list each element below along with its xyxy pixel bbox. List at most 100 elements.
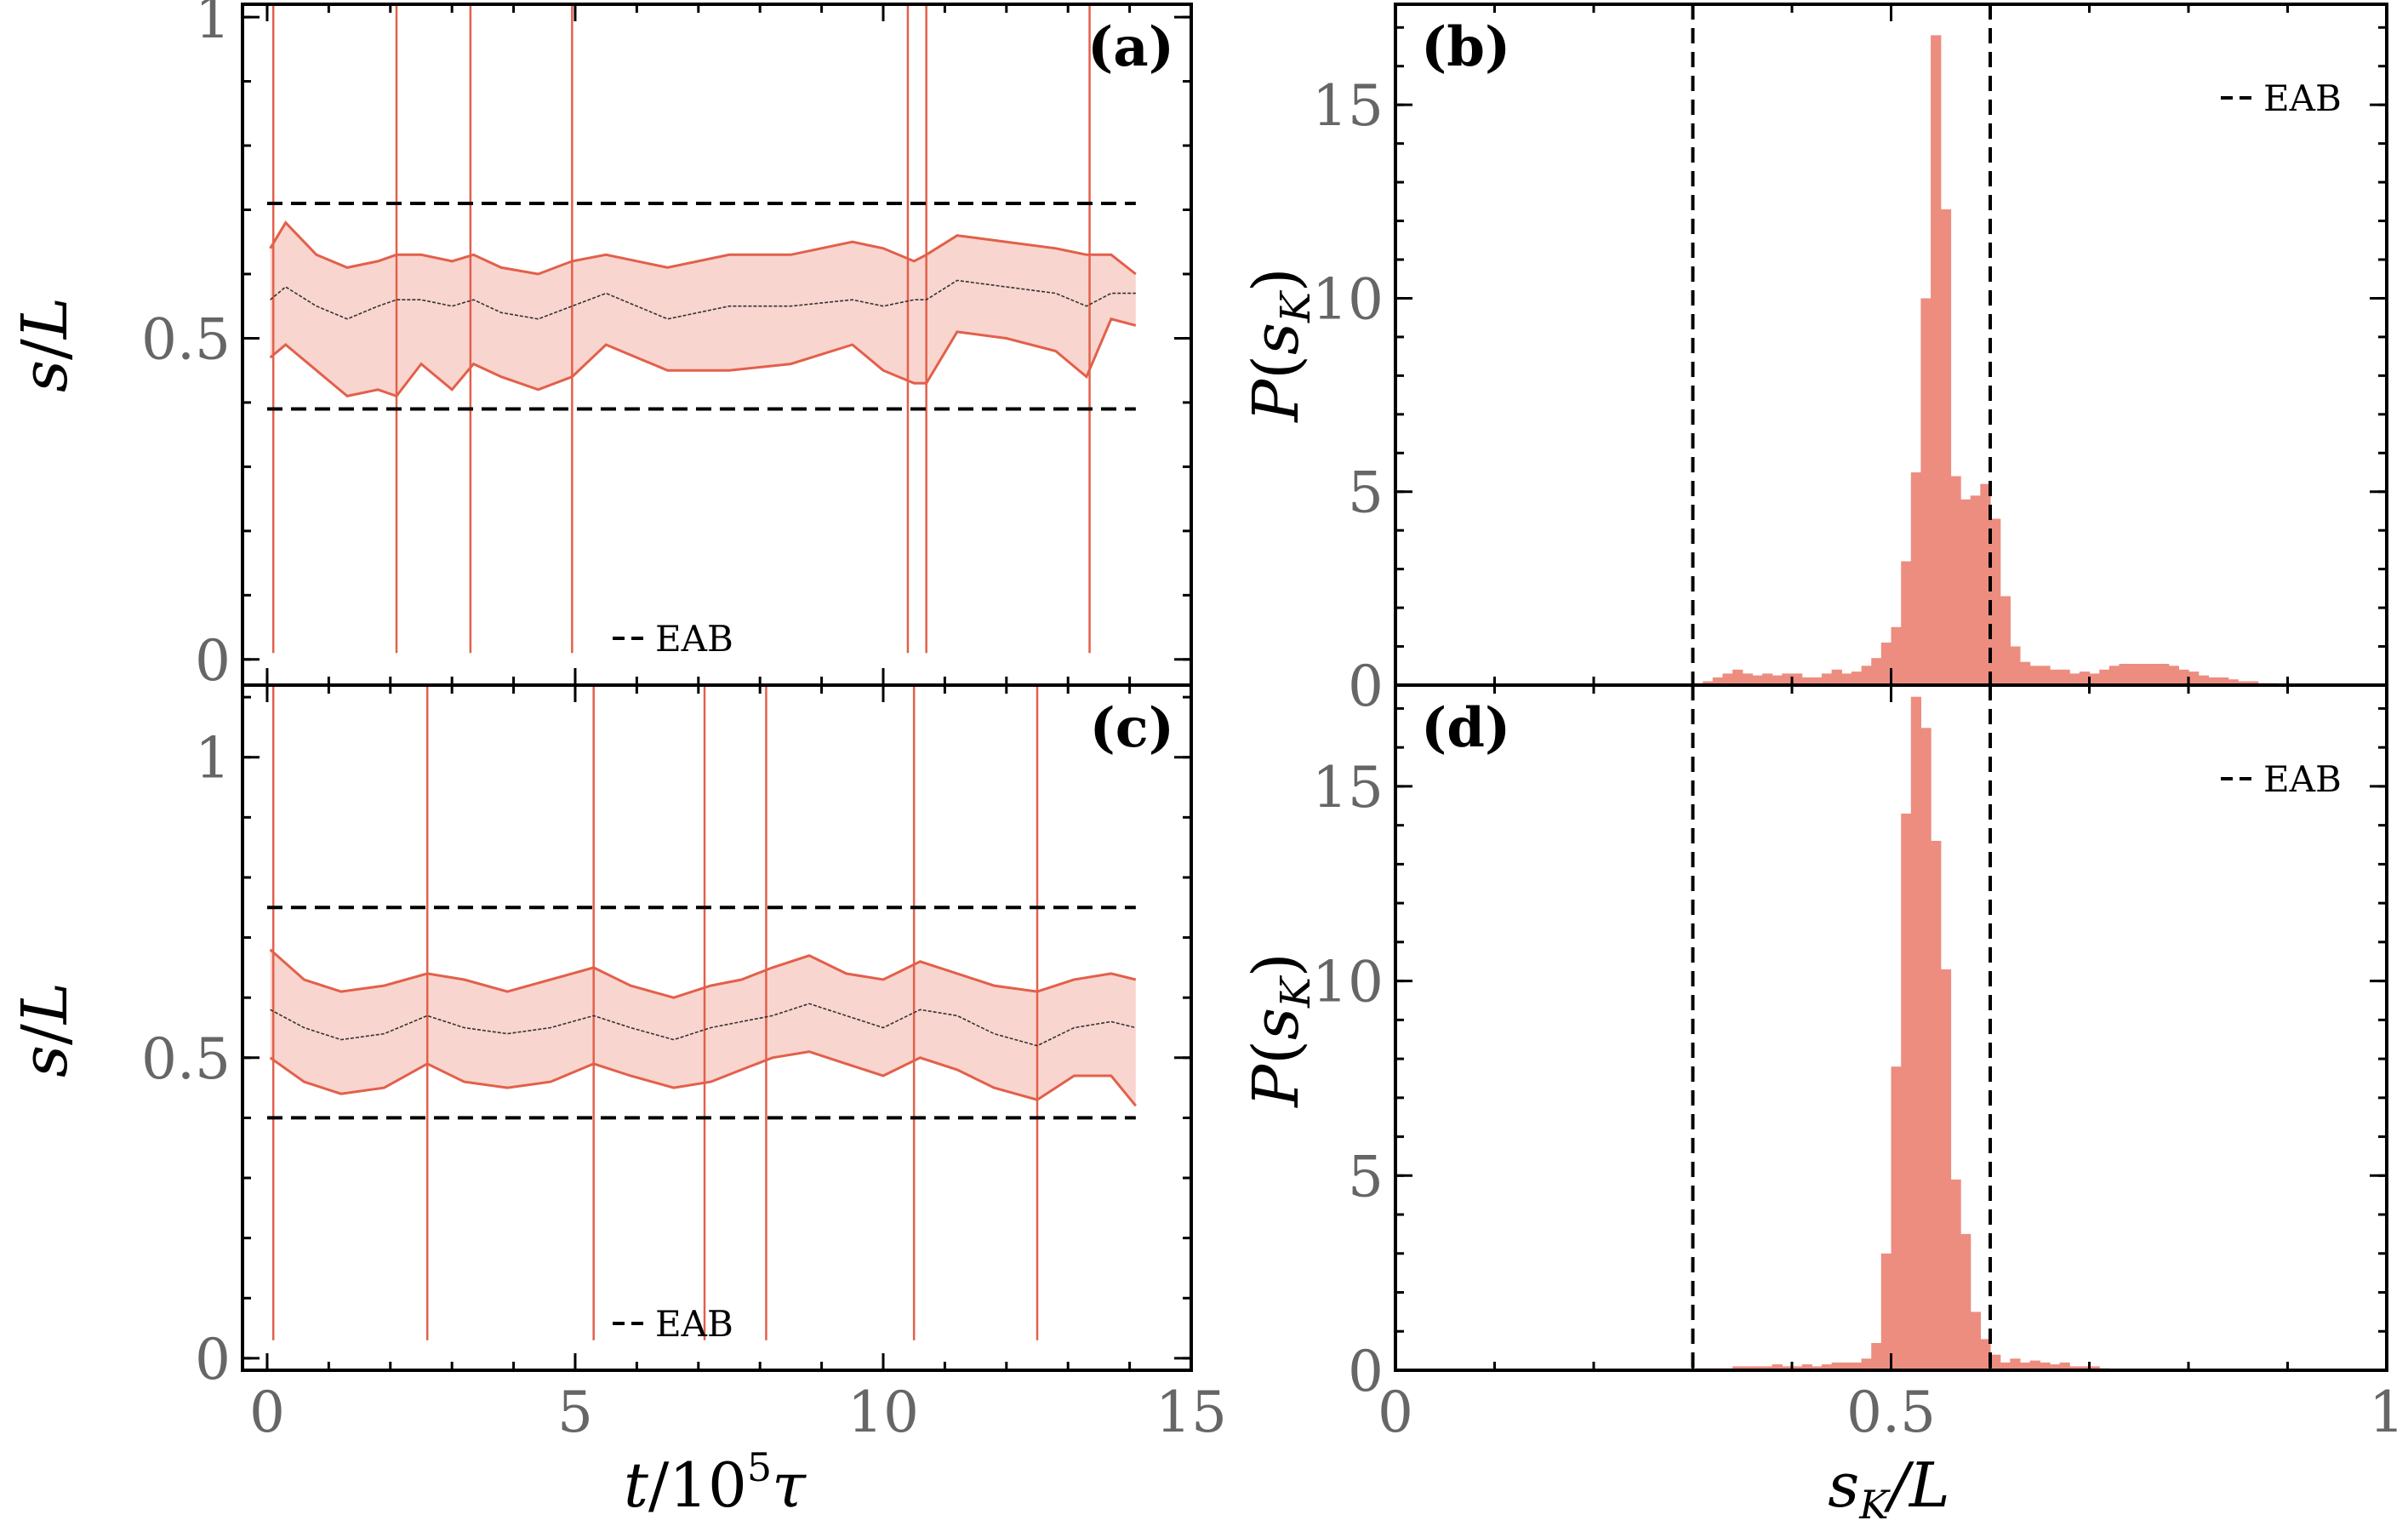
- hist-bar-b-21: [1901, 561, 1912, 685]
- panel-d: 0 5 10 15 0 0.5 1 (d) EAB: [1312, 683, 2405, 1445]
- hist-bar-b-15: [1841, 673, 1852, 685]
- ytick-label-a-1: 0.5: [141, 306, 231, 372]
- hist-bar-b-36: [2049, 669, 2061, 685]
- hist-bar-b-42: [2108, 666, 2120, 685]
- hist-bar-d-4: [1732, 1366, 1743, 1370]
- hist-bar-b-29: [1980, 483, 1991, 685]
- hist-bar-d-27: [1960, 1233, 1971, 1370]
- xtick-label-c-1: 5: [557, 1380, 593, 1445]
- panel-b: 0 5 10 15 (b) EAB: [1312, 3, 2388, 719]
- plot-area-c: [266, 685, 1137, 1340]
- hist-bar-d-8: [1772, 1364, 1783, 1370]
- ytick-label-b-3: 15: [1312, 73, 1384, 139]
- ylabel-d-close: ): [1240, 952, 1313, 977]
- hist-bar-d-5: [1742, 1366, 1754, 1370]
- legend-label-d: EAB: [2263, 758, 2342, 800]
- hist-bar-b-47: [2159, 664, 2170, 685]
- hist-bar-b-3: [1722, 673, 1733, 685]
- hist-bar-d-15: [1841, 1362, 1852, 1370]
- hist-bar-b-6: [1752, 675, 1763, 685]
- ylabel-c-slash: /: [9, 1024, 82, 1045]
- ytick-label-b-1: 5: [1348, 460, 1384, 526]
- ytick-label-b-2: 10: [1312, 266, 1384, 332]
- hist-bar-b-8: [1772, 675, 1783, 685]
- xtick-label-c-2: 10: [847, 1380, 919, 1445]
- hist-bar-b-35: [2040, 666, 2051, 685]
- hist-bar-d-28: [1970, 1312, 1981, 1370]
- ylabel-d: P(sK): [1240, 952, 1320, 1108]
- band-fill-a: [270, 222, 1136, 397]
- ylabel-b-open: (: [1240, 355, 1313, 380]
- ylabel-b-close: ): [1240, 267, 1313, 292]
- ytick-label-a-0: 0: [195, 628, 231, 694]
- hist-bar-b-48: [2168, 666, 2179, 685]
- hist-bar-b-41: [2099, 669, 2110, 685]
- hist-bar-b-13: [1821, 673, 1833, 685]
- hist-bar-d-19: [1880, 1253, 1892, 1370]
- plot-area-b: [1691, 4, 2279, 685]
- hist-bar-b-10: [1792, 673, 1803, 685]
- hist-bar-b-56: [2247, 681, 2259, 685]
- hist-bar-b-24: [1931, 35, 1942, 685]
- xlabel-d-K: K: [1858, 1482, 1891, 1526]
- hist-bar-d-32: [2010, 1358, 2021, 1370]
- xlabel-d-rest: /L: [1884, 1449, 1950, 1521]
- ytick-label-b-0: 0: [1348, 654, 1384, 719]
- hist-bar-b-16: [1851, 672, 1863, 685]
- xtick-label-c-0: 0: [249, 1380, 285, 1445]
- hist-bar-d-36: [2049, 1364, 2061, 1370]
- ylabel-a-L: L: [9, 297, 82, 340]
- hist-bar-b-51: [2198, 675, 2209, 685]
- upper-line-a: [269, 220, 1137, 276]
- xtick-label-c-3: 15: [1155, 1380, 1227, 1445]
- ytick-label-a-2: 1: [195, 0, 231, 51]
- hist-bar-b-26: [1950, 476, 1961, 685]
- hist-bar-d-6: [1752, 1366, 1763, 1370]
- hist-bar-d-13: [1821, 1364, 1833, 1370]
- hist-bar-d-38: [2069, 1366, 2080, 1370]
- plot-area-d: [1691, 685, 2110, 1370]
- legend-label-a: EAB: [655, 618, 733, 660]
- legend-label-b: EAB: [2263, 77, 2342, 119]
- hist-bar-b-5: [1742, 673, 1754, 685]
- ylabel-c-var: s: [9, 1045, 82, 1077]
- hist-bar-b-18: [1871, 658, 1882, 685]
- hist-bar-d-37: [2059, 1362, 2070, 1370]
- hist-bar-b-45: [2138, 664, 2150, 685]
- xlabel-c-exp: 5: [747, 1444, 772, 1490]
- hist-bar-d-30: [1990, 1354, 2001, 1370]
- hist-bar-d-11: [1801, 1364, 1812, 1370]
- hist-bar-b-46: [2148, 664, 2160, 685]
- ytick-label-d-2: 10: [1312, 950, 1384, 1015]
- hist-bar-b-25: [1940, 209, 1952, 685]
- hist-bar-b-53: [2217, 677, 2229, 685]
- ylabel-d-open: (: [1240, 1040, 1313, 1065]
- hist-bar-b-43: [2119, 664, 2130, 685]
- panel-label-a: (a): [1087, 15, 1174, 79]
- xtick-label-d-0: 0: [1378, 1380, 1413, 1445]
- mean-line-c: [270, 1003, 1136, 1047]
- xlabel-c: t/105τ: [624, 1444, 807, 1521]
- hist-bar-b-20: [1891, 626, 1902, 685]
- hist-bar-d-18: [1871, 1343, 1882, 1370]
- ylabel-b: P(sK): [1240, 267, 1320, 423]
- hist-bar-d-22: [1910, 696, 1921, 1370]
- hist-bar-d-39: [2079, 1366, 2091, 1370]
- hist-bar-b-1: [1703, 681, 1714, 685]
- panel-c: 00.510 5 10 15(c)EAB: [141, 683, 1227, 1445]
- hist-bar-b-38: [2069, 673, 2080, 685]
- ytick-label-c-1: 0.5: [141, 1026, 231, 1092]
- plot-area-a: [266, 4, 1137, 654]
- ylabel-d-s: s: [1240, 1008, 1313, 1040]
- hist-bar-b-44: [2129, 664, 2140, 685]
- band-fill-c: [270, 949, 1136, 1106]
- ytick-label-c-2: 1: [195, 726, 231, 792]
- frame-c: [241, 683, 1193, 1372]
- xlabel-c-t: t: [624, 1449, 649, 1521]
- ytick-label-d-0: 0: [1348, 1339, 1384, 1404]
- legend-label-c: EAB: [655, 1303, 733, 1345]
- hist-bar-b-33: [2019, 661, 2031, 685]
- lower-line-a: [269, 317, 1137, 398]
- panel-a: 0 0.5 1 (a) EAB: [141, 0, 1193, 694]
- hist-bar-d-23: [1920, 728, 1932, 1370]
